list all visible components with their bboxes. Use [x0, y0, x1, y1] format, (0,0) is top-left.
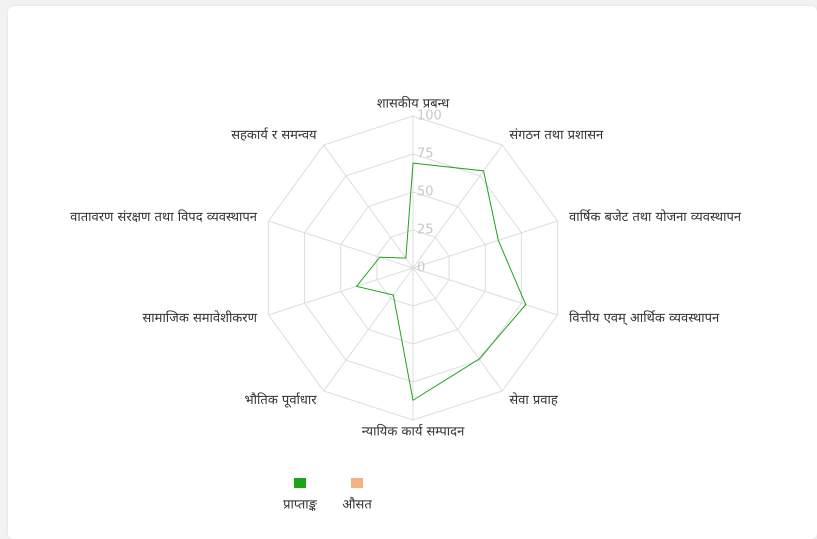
axis-label: न्यायिक कार्य सम्पादन [362, 424, 465, 440]
tick-label: 100 [417, 109, 442, 124]
axis-label: वित्तीय एवम् आर्थिक व्यवस्थापन [569, 310, 720, 326]
spoke [412, 267, 558, 316]
series-line [355, 162, 527, 402]
axis-label: संगठन तथा प्रशासन [509, 128, 604, 143]
spoke [412, 144, 503, 269]
axis-label: भौतिक पूर्वाधार [245, 392, 318, 408]
axis-label: सामाजिक समावेशीकरण [143, 310, 258, 326]
tick-label: 0 [417, 261, 425, 276]
axis-label: सेवा प्रवाह [509, 392, 559, 408]
spoke [323, 267, 414, 392]
spoke [268, 267, 414, 316]
spoke [412, 220, 558, 269]
legend-swatch [351, 478, 363, 488]
spoke [268, 220, 414, 269]
axis-label: वातावरण संरक्षण तथा विपद व्यवस्थापन [70, 209, 258, 225]
tick-label: 75 [417, 147, 434, 162]
axis-label: शासकीय प्रबन्ध [377, 96, 450, 112]
axis-label: वार्षिक बजेट तथा योजना व्यवस्थापन [569, 209, 742, 225]
spoke [412, 267, 503, 392]
legend-swatch [294, 478, 306, 488]
tick-label: 50 [417, 185, 434, 200]
axis-label: सहकार्य र समन्वय [231, 127, 317, 143]
spoke [323, 144, 414, 269]
tick-label: 25 [417, 223, 434, 238]
legend-label: औसत [342, 497, 372, 513]
legend-label: प्राप्ताङ्क [283, 498, 318, 513]
